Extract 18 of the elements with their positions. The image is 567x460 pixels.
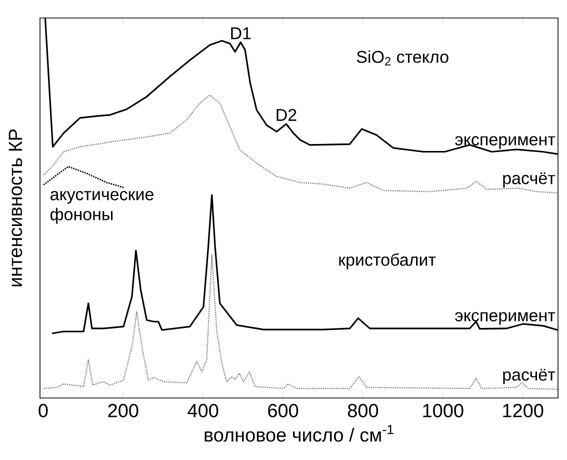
- x-tick-label: 1000: [423, 404, 464, 418]
- series-label: эксперимент: [455, 136, 556, 149]
- series-label: эксперимент: [455, 312, 556, 325]
- series-label: расчёт: [503, 368, 556, 384]
- annotation: кристобалит: [339, 253, 436, 270]
- series-label: расчёт: [503, 172, 556, 188]
- annotation: D2: [276, 108, 296, 121]
- series-label: акустические фононы: [50, 191, 154, 224]
- x-tick-label: 200: [108, 404, 138, 418]
- annotation: D1: [231, 27, 251, 40]
- x-tick-label: 400: [188, 404, 218, 418]
- y-axis-title: интенсивность КР: [8, 129, 22, 286]
- x-tick-label: 0: [38, 404, 48, 418]
- annotation: SiO$_{2}$ стекло: [356, 50, 448, 66]
- x-tick-label: 800: [348, 404, 378, 418]
- x-tick-label: 1200: [503, 404, 544, 418]
- x-tick-label: 600: [268, 404, 298, 418]
- x-axis-title: волновое число / см$^{-1}$: [204, 424, 394, 442]
